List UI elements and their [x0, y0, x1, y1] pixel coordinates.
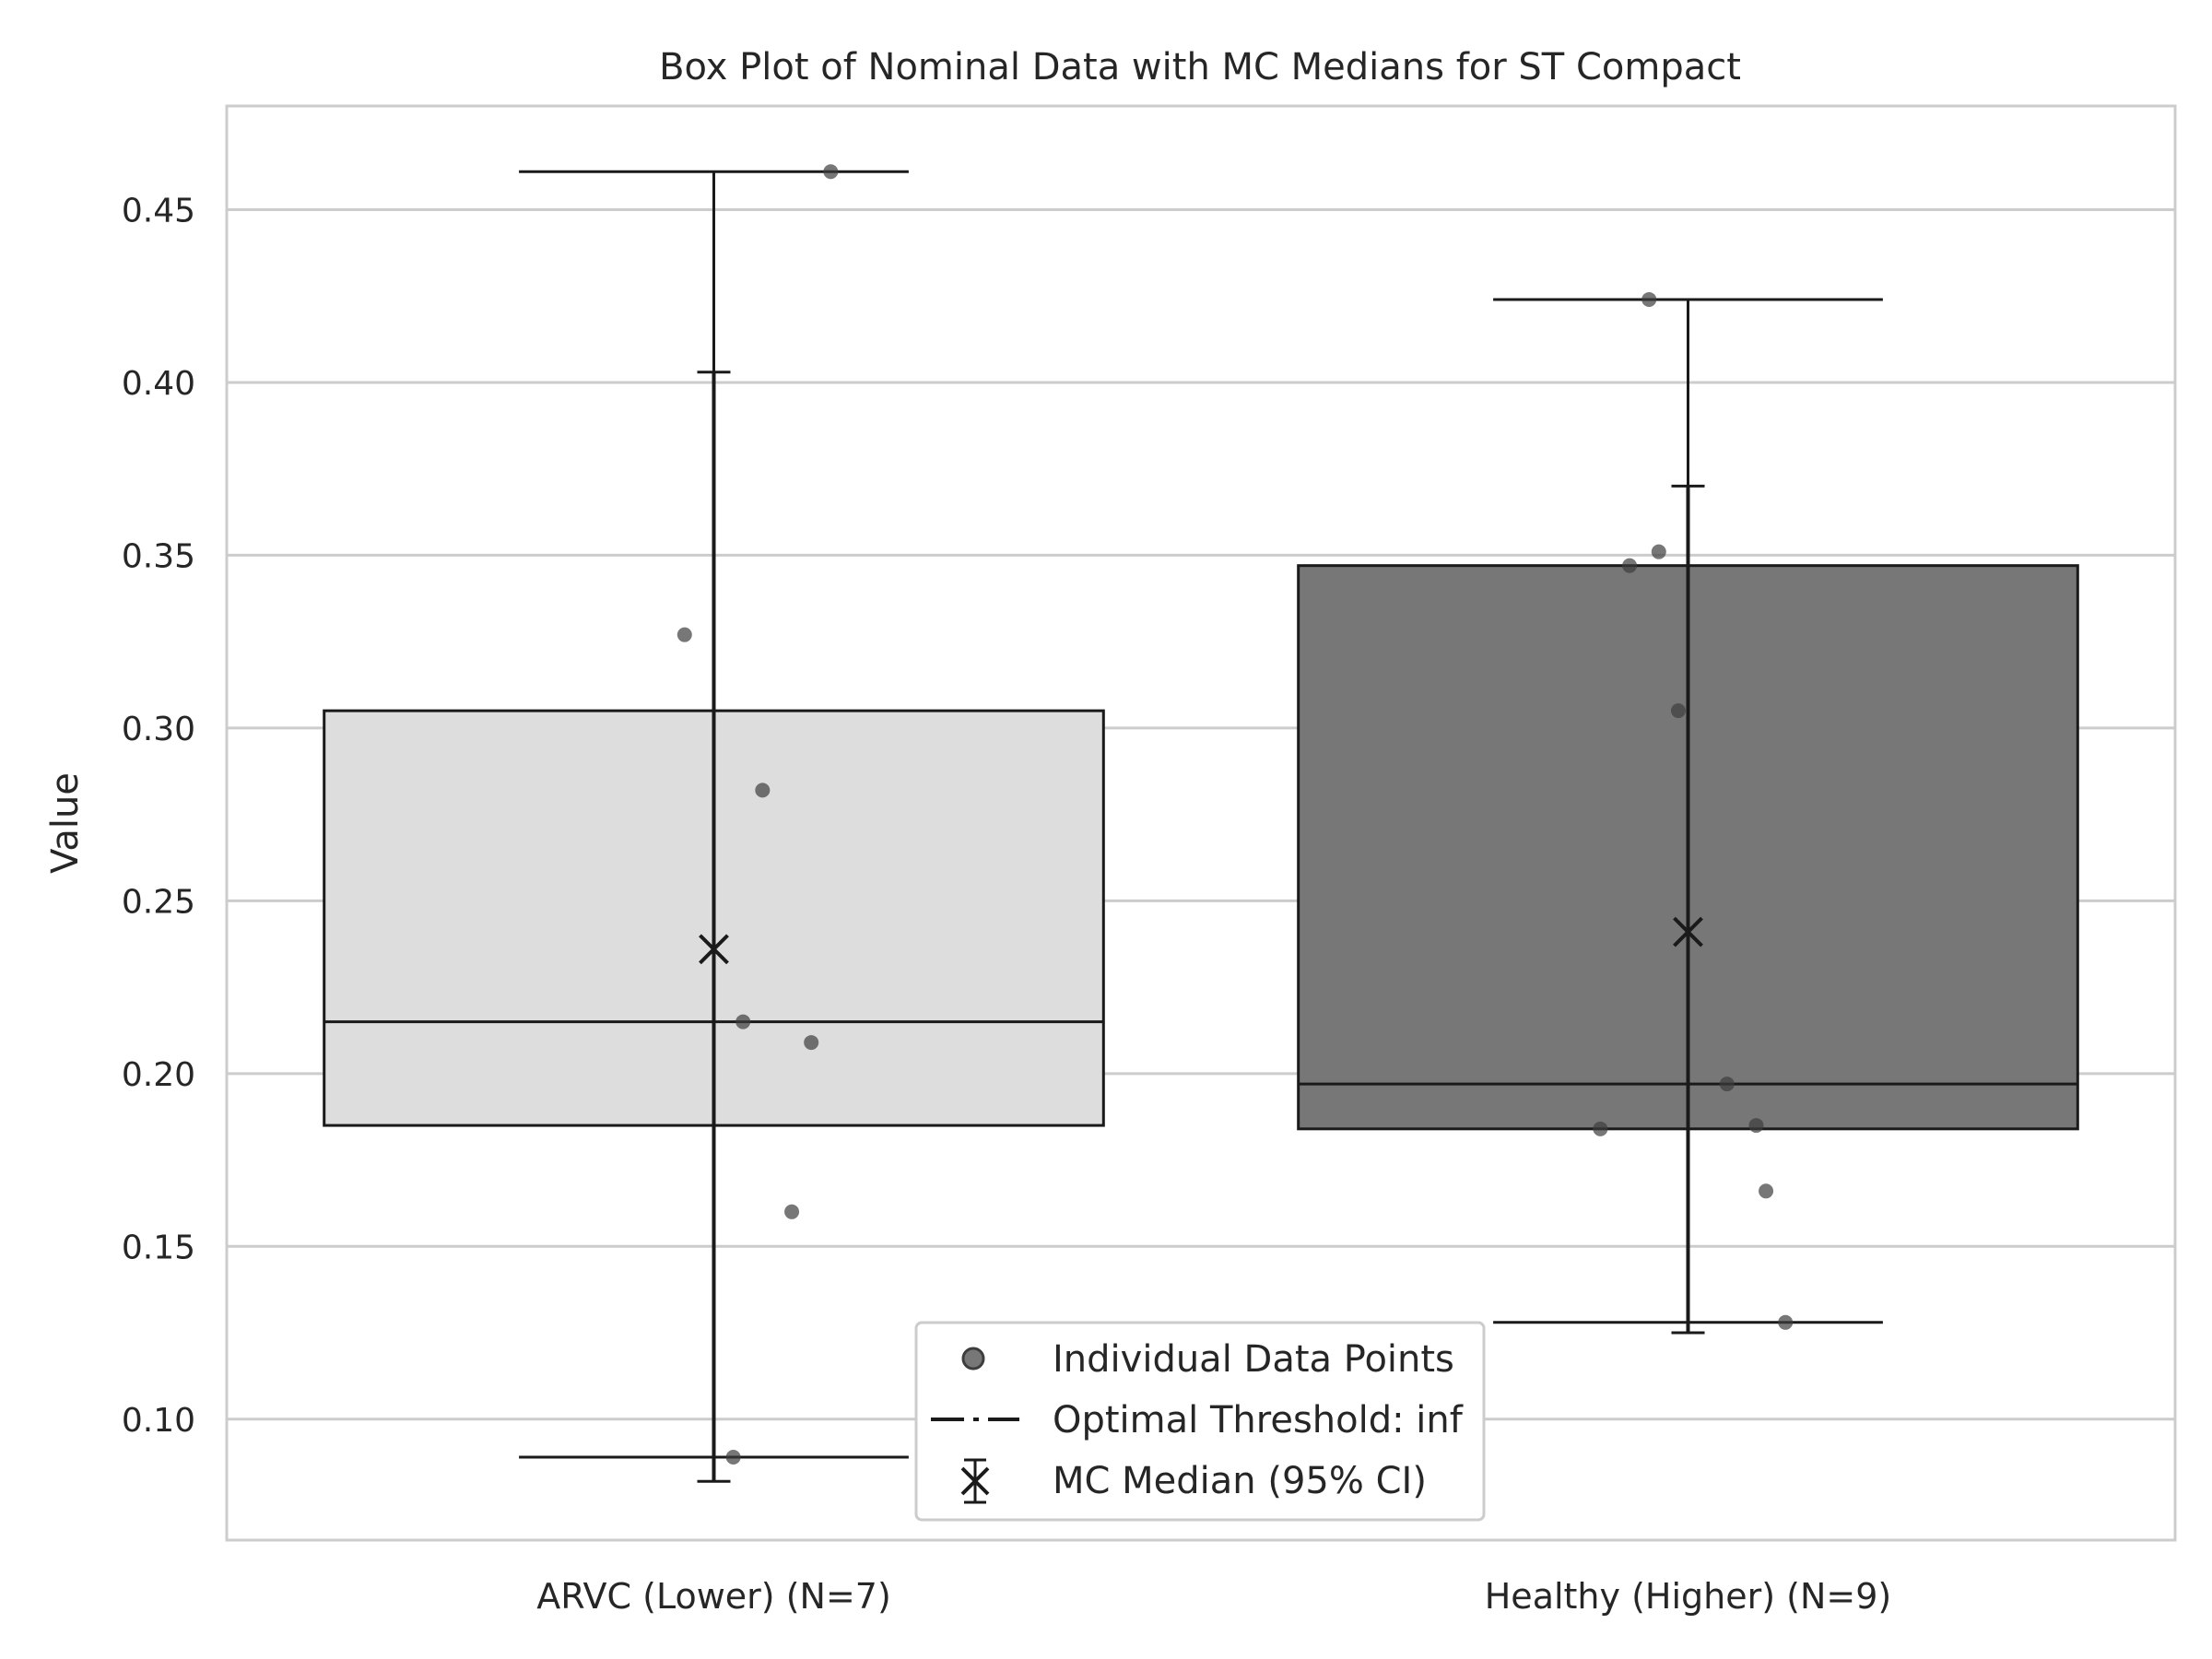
data-point [1778, 1314, 1794, 1330]
data-point [823, 164, 839, 180]
mc-median-x-marker [1673, 916, 1703, 947]
data-point [804, 1035, 819, 1051]
data-point [1593, 1121, 1608, 1136]
y-tick-label: 0.45 [122, 192, 195, 229]
legend-frame [914, 1321, 1486, 1522]
data-point [1641, 291, 1657, 307]
y-tick-label: 0.15 [122, 1229, 195, 1266]
x-category-label: ARVC (Lower) (N=7) [536, 1576, 891, 1617]
data-point [1622, 558, 1638, 573]
data-point [1651, 544, 1666, 559]
y-tick-label: 0.25 [122, 883, 195, 921]
data-point [677, 627, 692, 642]
mc-median-x-marker [699, 934, 729, 965]
data-point [1670, 703, 1686, 719]
y-axis-ticks: 0.10 0.15 0.20 0.25 0.30 0.35 0.40 0.45 [122, 192, 195, 1439]
plot-frame [225, 104, 2177, 1542]
y-tick-label: 0.30 [122, 711, 195, 748]
boxes [323, 164, 2079, 1483]
x-category-label: Healthy (Higher) (N=9) [1485, 1576, 1892, 1617]
data-point [1748, 1118, 1764, 1134]
data-point [784, 1204, 800, 1219]
y-axis-label: Value [44, 772, 87, 874]
legend-point-marker [961, 1347, 985, 1371]
y-tick-label: 0.35 [122, 537, 195, 575]
data-point [735, 1014, 751, 1030]
y-tick-label: 0.40 [122, 365, 195, 403]
data-point [755, 782, 771, 798]
data-point [1719, 1077, 1735, 1092]
box-group [1297, 291, 2079, 1335]
y-tick-label: 0.10 [122, 1402, 195, 1440]
legend-label-threshold: Optimal Threshold: inf [1053, 1399, 1464, 1441]
chart-title: Box Plot of Nominal Data with MC Medians… [659, 46, 1741, 88]
y-tick-label: 0.20 [122, 1056, 195, 1094]
legend-label-mc-median: MC Median (95% CI) [1053, 1460, 1427, 1502]
data-point [725, 1450, 741, 1465]
legend: Individual Data Points Optimal Threshold… [914, 1321, 1486, 1522]
data-point [1759, 1183, 1774, 1199]
legend-x-errorbar-marker [960, 1458, 990, 1504]
x-axis-categories: ARVC (Lower) (N=7) Healthy (Higher) (N=9) [536, 1576, 1891, 1617]
box-group [323, 164, 1105, 1483]
legend-label-data-points: Individual Data Points [1053, 1338, 1454, 1381]
